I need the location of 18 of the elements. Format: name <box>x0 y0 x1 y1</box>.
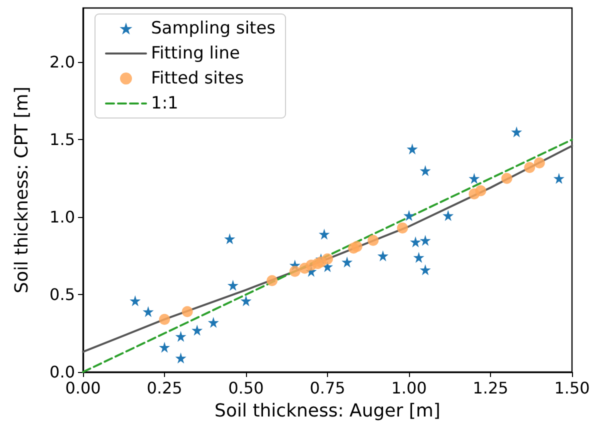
legend-label: Sampling sites <box>151 18 276 38</box>
legend-label: Fitted sites <box>151 68 244 88</box>
x-tick-label: 0.00 <box>65 378 101 398</box>
legend-label: 1:1 <box>151 94 178 114</box>
x-tick-label: 1.25 <box>472 378 508 398</box>
y-axis-title: Soil thickness: CPT [m] <box>12 86 32 294</box>
x-tick-label: 0.75 <box>310 378 346 398</box>
x-tick-label: 0.50 <box>228 378 264 398</box>
x-tick-label: 1.50 <box>554 378 590 398</box>
x-axis-title: Soil thickness: Auger [m] <box>214 400 440 422</box>
y-tick-label: 1.5 <box>50 130 75 150</box>
y-tick-label: 1.0 <box>50 208 75 227</box>
y-tick-label: 0.5 <box>50 285 75 304</box>
y-tick-label: 0.0 <box>50 362 75 382</box>
x-tick-label: 1.00 <box>391 378 427 398</box>
x-tick-label: 0.25 <box>146 378 182 398</box>
y-tick-label: 2.0 <box>50 52 75 72</box>
legend-label: Fitting line <box>151 44 240 64</box>
